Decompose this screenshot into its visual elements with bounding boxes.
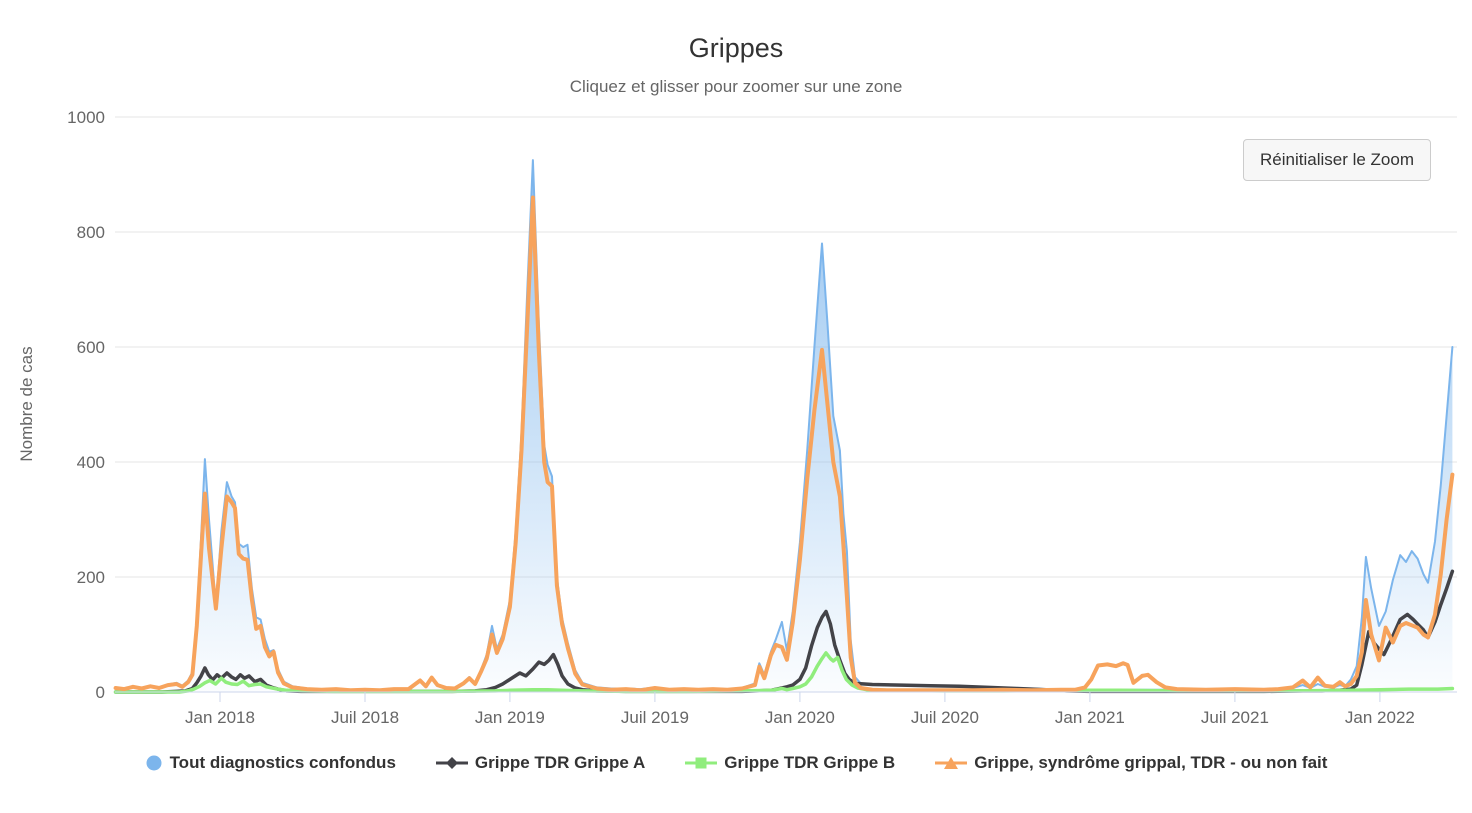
legend-label: Grippe TDR Grippe A xyxy=(474,753,646,772)
svg-text:Juil 2019: Juil 2019 xyxy=(621,708,689,727)
series-group xyxy=(113,159,1455,694)
svg-text:0: 0 xyxy=(96,683,105,702)
chart-subtitle: Cliquez et glisser pour zoomer sur une z… xyxy=(569,77,903,96)
svg-text:Jan 2021: Jan 2021 xyxy=(1055,708,1125,727)
chart-title: Grippes xyxy=(688,33,784,63)
svg-text:200: 200 xyxy=(77,568,105,587)
y-axis-title: Nombre de cas xyxy=(17,346,36,461)
series-line-3 xyxy=(113,195,1455,693)
y-axis: 0 200 400 600 800 1000 Nombre de cas xyxy=(17,108,105,702)
legend-item-tout-diagnostics[interactable]: Tout diagnostics confondus xyxy=(145,753,396,773)
y-gridlines xyxy=(115,116,1457,578)
svg-text:Jan 2018: Jan 2018 xyxy=(185,708,255,727)
x-axis: Jan 2018 Juil 2018 Jan 2019 Juil 2019 Jan 20… xyxy=(115,691,1457,727)
square-marker-icon xyxy=(685,757,718,769)
svg-text:Juil 2018: Juil 2018 xyxy=(331,708,399,727)
legend-item-grippe-b[interactable]: Grippe TDR Grippe B xyxy=(685,753,895,773)
legend-item-grippe-a[interactable]: Grippe TDR Grippe A xyxy=(435,753,646,773)
svg-text:400: 400 xyxy=(77,453,105,472)
svg-text:800: 800 xyxy=(77,223,105,242)
svg-text:Juil 2020: Juil 2020 xyxy=(911,708,979,727)
triangle-marker-icon xyxy=(935,757,968,769)
svg-text:Jan 2020: Jan 2020 xyxy=(765,708,835,727)
svg-text:Jan 2022: Jan 2022 xyxy=(1345,708,1415,727)
svg-text:1000: 1000 xyxy=(67,108,105,127)
legend-item-syndrome-grippal[interactable]: Grippe, syndrôme grippal, TDR - ou non f… xyxy=(935,753,1327,773)
legend: Tout diagnostics confondus Grippe TDR Gr… xyxy=(0,753,1472,773)
legend-label: Tout diagnostics confondus xyxy=(169,753,396,772)
legend-label: Grippe TDR Grippe B xyxy=(724,753,896,772)
svg-text:600: 600 xyxy=(77,338,105,357)
series-tout-diagnostics-area xyxy=(115,160,1453,693)
svg-text:Jan 2019: Jan 2019 xyxy=(475,708,545,727)
series-line-0 xyxy=(114,159,1454,691)
diamond-marker-icon xyxy=(435,757,468,769)
legend-label: Grippe, syndrôme grippal, TDR - ou non f… xyxy=(974,753,1328,772)
svg-text:Juil 2021: Juil 2021 xyxy=(1201,708,1269,727)
circle-marker-icon xyxy=(146,755,162,771)
reset-zoom-button[interactable]: Réinitialiser le Zoom xyxy=(1243,139,1431,181)
